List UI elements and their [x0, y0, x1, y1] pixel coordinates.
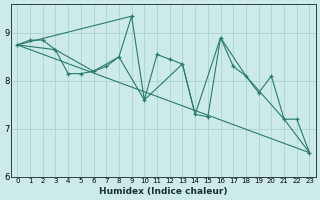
X-axis label: Humidex (Indice chaleur): Humidex (Indice chaleur)	[99, 187, 228, 196]
